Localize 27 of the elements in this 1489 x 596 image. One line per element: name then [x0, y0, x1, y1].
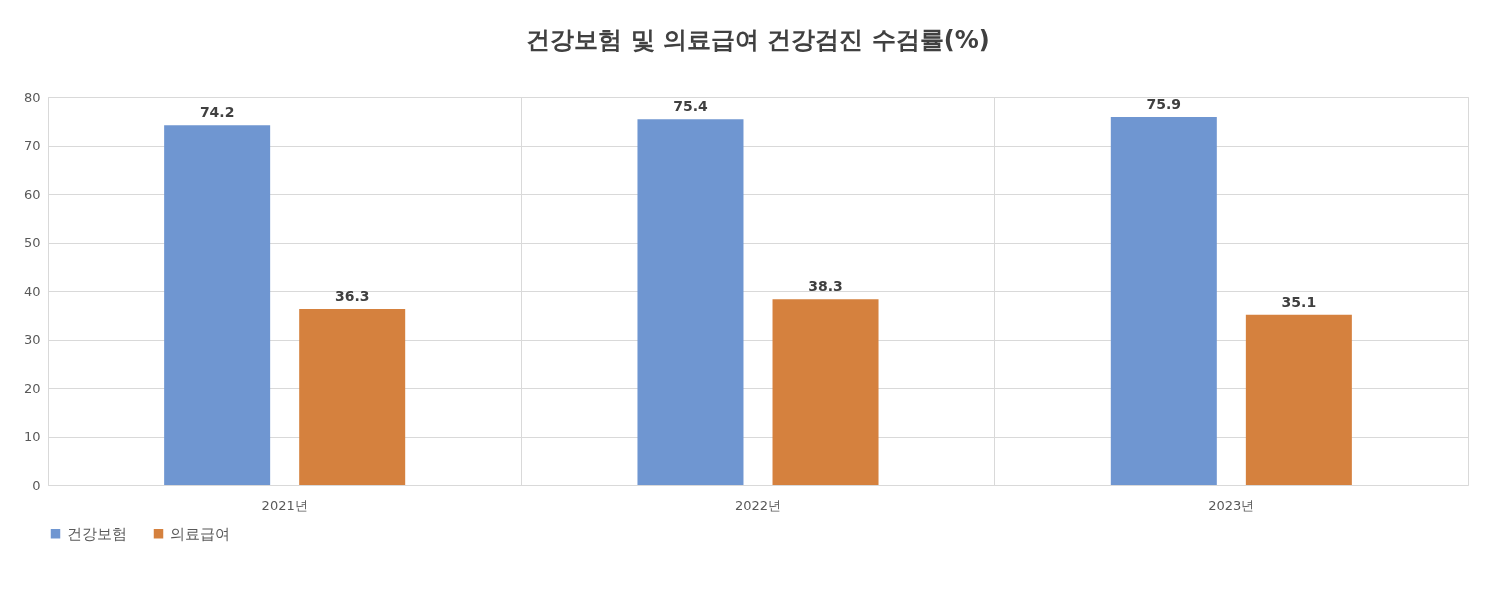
x-tick-label: 2021년: [261, 497, 308, 513]
y-tick-label: 50: [23, 235, 41, 250]
y-tick-label: 0: [32, 477, 41, 493]
data-label: 75.9: [1146, 95, 1182, 112]
chart-title: 건강보험 및 의료급여 건강검진 수검률(%): [526, 26, 990, 54]
data-label: 38.3: [808, 278, 843, 295]
y-tick-label: 80: [23, 89, 41, 105]
bar: [164, 125, 271, 485]
y-tick-label: 30: [23, 332, 41, 347]
bar: [1245, 314, 1352, 485]
y-tick-label: 70: [23, 138, 41, 153]
y-tick-label: 40: [23, 283, 41, 299]
data-label: 75.4: [673, 98, 708, 115]
data-label: 36.3: [334, 287, 370, 304]
data-label: 74.2: [199, 104, 235, 121]
y-tick-label: 10: [23, 429, 41, 444]
x-tick-label: 2023년: [1208, 497, 1255, 513]
x-tick-label: 2022년: [734, 497, 782, 513]
data-label: 35.1: [1281, 293, 1317, 310]
y-tick-label: 20: [23, 380, 41, 396]
legend-label: 의료급여: [170, 524, 230, 543]
bar: [772, 299, 879, 485]
bar: [299, 308, 406, 485]
bar: [637, 119, 744, 485]
legend-label: 건강보험: [67, 524, 127, 543]
y-tick-label: 60: [23, 186, 41, 202]
bar: [1110, 116, 1217, 485]
